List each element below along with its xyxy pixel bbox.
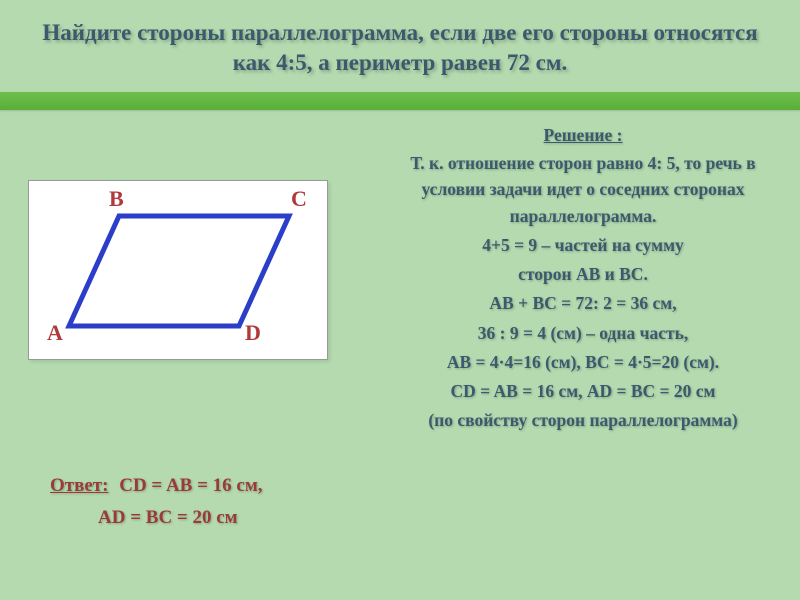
green-divider-bar	[0, 92, 800, 110]
problem-statement: Найдите стороны параллелограмма, если дв…	[30, 18, 770, 78]
solution-intro: Т. к. отношение сторон равно 4: 5, то ре…	[388, 150, 778, 229]
solution-line-4: 36 : 9 = 4 (см) – одна часть,	[388, 320, 778, 346]
parallelogram-figure: B C A D	[28, 180, 328, 360]
parallelogram-shape	[69, 216, 289, 326]
header: Найдите стороны параллелограмма, если дв…	[0, 0, 800, 92]
solution-line-7: (по свойству сторон параллелограмма)	[388, 407, 778, 433]
solution-line-5: AB = 4·4=16 (см), BC = 4·5=20 (см).	[388, 349, 778, 375]
solution-block: Решение : Т. к. отношение сторон равно 4…	[388, 122, 778, 437]
solution-line-1: 4+5 = 9 – частей на сумму	[388, 232, 778, 258]
solution-label: Решение :	[388, 122, 778, 148]
vertex-label-C: C	[291, 186, 307, 211]
vertex-label-A: A	[47, 320, 63, 345]
answer-line-2: AD = BC = 20 см	[98, 507, 238, 528]
answer-label: Ответ:	[50, 475, 108, 496]
answer-block: Ответ: CD = AB = 16 см, AD = BC = 20 см	[50, 470, 350, 535]
vertex-label-B: B	[109, 186, 124, 211]
solution-line-2: сторон AB и BC.	[388, 261, 778, 287]
solution-line-6: CD = AB = 16 см, AD = BC = 20 см	[388, 378, 778, 404]
answer-line-1: CD = AB = 16 см,	[119, 475, 262, 496]
content-area: B C A D Ответ: CD = AB = 16 см, AD = BC …	[0, 110, 800, 580]
parallelogram-svg: B C A D	[29, 181, 329, 361]
vertex-label-D: D	[245, 320, 261, 345]
solution-line-3: AB + BC = 72: 2 = 36 см,	[388, 290, 778, 316]
